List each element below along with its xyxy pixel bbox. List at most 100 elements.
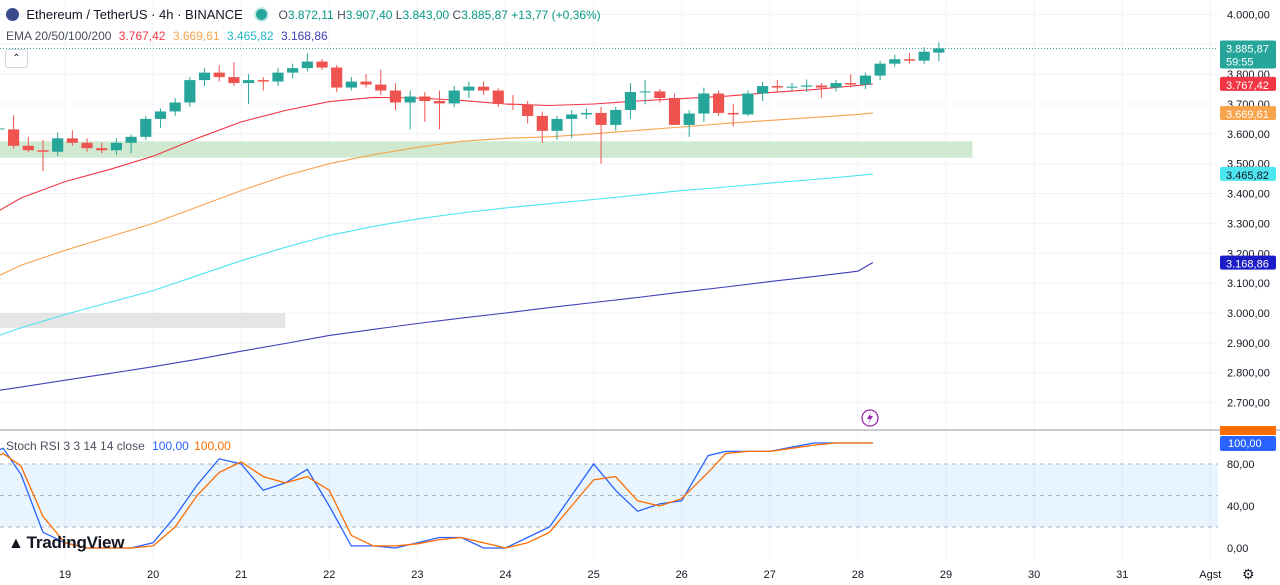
candle [125, 134, 137, 154]
candle-body [771, 86, 783, 88]
candle-body [903, 59, 916, 61]
candle-body [683, 113, 695, 125]
candle-body [184, 80, 196, 103]
stoch-k-badge: 100,00 [1220, 436, 1276, 451]
candle [243, 74, 255, 104]
candle [140, 115, 152, 140]
candle-body [918, 51, 930, 61]
candle-body [360, 81, 372, 85]
candle [375, 69, 387, 96]
ema-line-ema200 [0, 262, 874, 391]
price-tick-label: 4.000,00 [1227, 9, 1270, 21]
candle-body [287, 68, 299, 73]
ema-legend-label: EMA 20/50/100/200 [6, 29, 112, 43]
candle-body [140, 118, 152, 137]
candle [198, 68, 211, 87]
candle [536, 111, 548, 143]
candle-body [477, 86, 490, 91]
candle [830, 80, 842, 92]
time-tick-label: 24 [499, 569, 511, 581]
candle-body [316, 61, 328, 68]
candle-body [8, 129, 20, 146]
tradingview-logo[interactable]: ▲ TradingView [8, 533, 124, 553]
candle [228, 62, 240, 87]
collapse-legend-button[interactable]: ⌃ [5, 49, 28, 68]
ema200-badge-bg [1220, 255, 1276, 270]
candle-body [566, 114, 578, 119]
candle-body [874, 63, 886, 76]
candle-body [66, 138, 78, 143]
ema100-badge: 3.465,82 [1220, 166, 1276, 182]
flash-icon [861, 409, 879, 427]
stoch-d-value: 100,00 [194, 439, 231, 453]
candle-body [96, 148, 108, 151]
ema20-value: 3.767,42 [118, 29, 166, 43]
candle [419, 92, 431, 122]
candle [815, 83, 827, 99]
ema20-badge-bg [1220, 76, 1276, 91]
stoch-k-badge-bg [1220, 436, 1276, 451]
candle [331, 65, 343, 93]
stoch-tick-label: 40,00 [1227, 501, 1255, 513]
candle [786, 83, 798, 91]
candle-body [375, 84, 387, 91]
candle [0, 128, 5, 130]
price-zone [0, 141, 973, 158]
ema-legend[interactable]: EMA 20/50/100/200 3.767,42 3.669,61 3.46… [6, 29, 328, 43]
candle [668, 93, 681, 125]
candle [433, 90, 446, 130]
candle-body [639, 91, 651, 93]
candle-body [507, 103, 519, 105]
candle-body [757, 86, 769, 94]
ema200-value: 3.168,86 [280, 29, 328, 43]
candle [918, 47, 930, 64]
candle-body [889, 59, 901, 64]
stoch-rsi-label: Stoch RSI 3 3 14 14 close [6, 439, 145, 453]
candle-body [522, 104, 534, 116]
ohlc-open: 3.872,11 [287, 8, 334, 22]
ema200-badge-text: 3.168,86 [1226, 259, 1269, 271]
candle-body [213, 72, 225, 78]
candle-body [345, 81, 357, 88]
time-tick-label: Agst [1199, 569, 1221, 581]
candle-body [125, 136, 137, 143]
candle [624, 83, 637, 119]
last-price-badge-bg [1220, 40, 1276, 69]
candle [874, 60, 886, 81]
candle [169, 98, 181, 116]
price-tick-label: 3.000,00 [1227, 308, 1270, 320]
candle-body [0, 128, 5, 130]
last-price-badge-text: 3.885,87 [1226, 43, 1269, 55]
candle-body [668, 98, 681, 125]
ohlc-open-label: O [278, 8, 288, 22]
symbol-title[interactable]: Ethereum / TetherUS · 4h · BINANCE [26, 7, 243, 22]
flash-icon-glyph [867, 412, 873, 424]
price-tick-label: 3.300,00 [1227, 218, 1270, 230]
stoch-d-badge [1220, 426, 1276, 435]
candle [448, 86, 460, 107]
gear-icon[interactable]: ⚙ [1242, 566, 1255, 582]
stoch-rsi-legend[interactable]: Stoch RSI 3 3 14 14 close 100,00 100,00 [6, 439, 231, 453]
ema20-badge-text: 3.767,42 [1226, 80, 1269, 92]
candle [52, 132, 64, 157]
ohlc-change: +13,77 (+0,36%) [511, 8, 601, 22]
candle [683, 109, 695, 137]
price-zone [0, 313, 286, 328]
candle [522, 100, 534, 124]
candle-body [331, 67, 343, 88]
candle [360, 74, 372, 88]
ema20-badge: 3.767,42 [1220, 76, 1276, 92]
candle [257, 77, 269, 91]
candle-body [536, 115, 548, 131]
candle-body [742, 93, 754, 115]
candle-body [257, 80, 269, 82]
candle-body [845, 83, 857, 85]
candle-body [727, 112, 739, 115]
candle [492, 88, 504, 107]
candle [389, 83, 402, 110]
candle [404, 90, 416, 130]
candle [889, 54, 901, 67]
